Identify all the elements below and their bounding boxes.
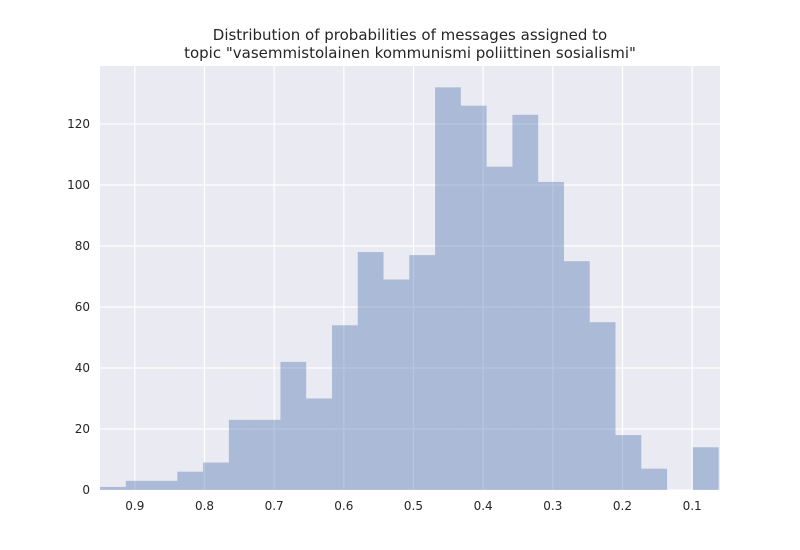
chart-title-line-2: topic "vasemmistolainen kommunismi polii…: [184, 44, 636, 62]
y-tick-label: 0: [82, 483, 90, 497]
chart-title-line-1: Distribution of probabilities of message…: [213, 26, 607, 44]
histogram-bar: [692, 447, 719, 490]
histogram-bar: [641, 468, 668, 490]
x-axis: 0.9 0.8 0.7 0.6 0.5 0.4 0.3 0.2 0.1: [125, 499, 701, 513]
histogram-bar: [409, 255, 436, 490]
histogram-bar: [383, 279, 410, 490]
x-tick-label: 0.9: [125, 499, 144, 513]
plot-area: [100, 66, 720, 490]
y-tick-label: 60: [75, 300, 90, 314]
histogram-bar: [486, 166, 513, 490]
x-tick-label: 0.3: [543, 499, 562, 513]
histogram-bar: [460, 105, 487, 491]
histogram-bar: [538, 181, 564, 490]
histogram-bars: [100, 87, 719, 491]
y-tick-label: 80: [75, 239, 90, 253]
y-tick-label: 20: [75, 422, 90, 436]
x-tick-label: 0.1: [683, 499, 702, 513]
histogram-bar: [151, 480, 178, 490]
histogram-bar: [177, 471, 204, 490]
x-tick-label: 0.5: [404, 499, 423, 513]
x-tick-label: 0.4: [474, 499, 493, 513]
x-tick-label: 0.7: [265, 499, 284, 513]
histogram-bar: [615, 435, 642, 490]
y-tick-label: 120: [67, 117, 90, 131]
histogram-bar: [100, 486, 126, 490]
histogram-bar: [280, 361, 307, 490]
histogram-bar: [512, 114, 539, 490]
x-tick-label: 0.8: [195, 499, 214, 513]
y-tick-label: 100: [67, 178, 90, 192]
grid-lines: [100, 66, 720, 491]
histogram-bar: [435, 87, 461, 491]
y-tick-label: 40: [75, 361, 90, 375]
histogram-bar: [589, 322, 616, 490]
histogram-bar: [125, 480, 152, 490]
histogram-bar: [203, 462, 229, 490]
x-tick-label: 0.2: [613, 499, 632, 513]
histogram-bar: [357, 252, 384, 490]
histogram-bar: [306, 398, 332, 490]
x-tick-label: 0.6: [334, 499, 353, 513]
histogram-bar: [254, 419, 281, 490]
histogram-bar: [563, 261, 590, 490]
histogram-bar: [331, 325, 358, 490]
histogram-bar: [228, 419, 255, 490]
y-axis: 0 20 40 60 80 100 120: [67, 117, 90, 497]
